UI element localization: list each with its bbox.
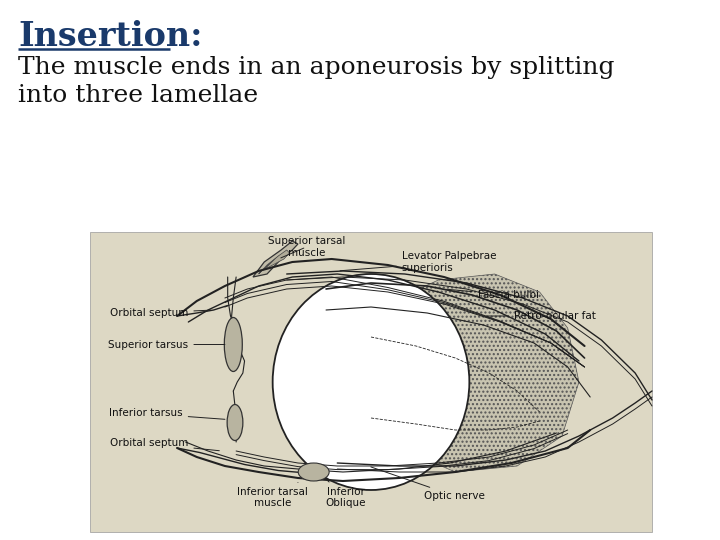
Text: Superior tarsal
muscle: Superior tarsal muscle (268, 236, 345, 258)
Text: Retro-ocular fat: Retro-ocular fat (486, 311, 596, 321)
Text: Insertion:: Insertion: (18, 20, 202, 53)
Text: into three lamellae: into three lamellae (18, 84, 258, 107)
Text: Orbital septum: Orbital septum (110, 308, 211, 318)
Polygon shape (399, 274, 579, 472)
Text: Inferior tarsus: Inferior tarsus (109, 408, 225, 419)
Text: Fascia bulbi: Fascia bulbi (447, 289, 539, 300)
Text: Inferior tarsal
muscle: Inferior tarsal muscle (237, 483, 308, 508)
Ellipse shape (298, 463, 329, 481)
Ellipse shape (227, 404, 243, 441)
Polygon shape (258, 250, 289, 274)
Ellipse shape (273, 274, 469, 490)
Ellipse shape (225, 318, 243, 372)
Text: Levator Palpebrae
superioris: Levator Palpebrae superioris (340, 251, 496, 273)
Text: Optic nerve: Optic nerve (371, 467, 485, 501)
Text: Superior tarsus: Superior tarsus (108, 340, 225, 349)
Bar (90, 232, 652, 532)
Text: The muscle ends in an aponeurosis by splitting: The muscle ends in an aponeurosis by spl… (18, 56, 614, 79)
Text: Inferior
Oblique: Inferior Oblique (325, 478, 366, 508)
Text: Orbital septum: Orbital septum (110, 438, 220, 451)
Polygon shape (253, 241, 298, 277)
